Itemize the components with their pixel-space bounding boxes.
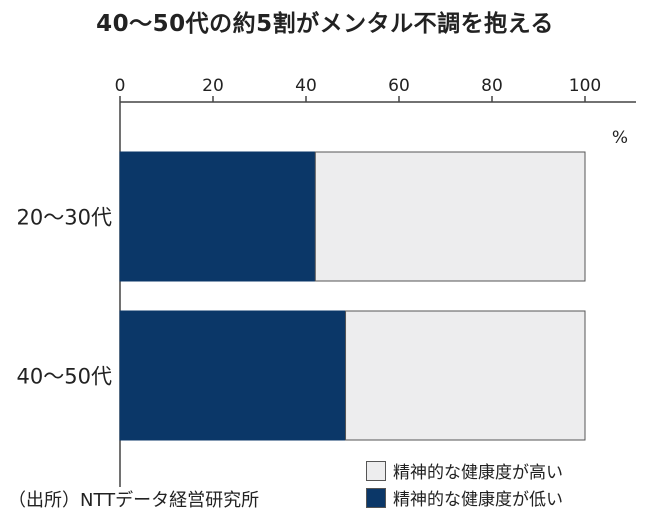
x-tick-label: 100 <box>569 76 601 96</box>
x-tick-label: 40 <box>295 76 317 96</box>
legend: 精神的な健康度が高い 精神的な健康度が低い <box>366 457 563 511</box>
bar-segment-low <box>119 151 316 282</box>
bar-segment-high <box>314 151 586 282</box>
chart-title: 40～50代の約5割がメンタル不調を抱える <box>96 11 554 37</box>
legend-swatch-low <box>366 487 386 508</box>
legend-item-high: 精神的な健康度が高い <box>366 457 563 484</box>
legend-item-low: 精神的な健康度が低い <box>366 484 563 511</box>
x-tick-label: 60 <box>388 76 410 96</box>
x-tick-label: 80 <box>481 76 503 96</box>
bar-segment-low <box>119 310 347 441</box>
legend-swatch-high <box>366 460 386 481</box>
legend-label-low: 精神的な健康度が低い <box>393 490 563 510</box>
x-tick-label: 0 <box>115 76 126 96</box>
x-tick-label: 20 <box>202 76 224 96</box>
legend-label-high: 精神的な健康度が高い <box>393 463 563 483</box>
x-unit-label: % <box>612 128 628 148</box>
source-note: （出所）NTTデータ経営研究所 <box>8 490 260 511</box>
category-label: 40～50代 <box>17 365 112 389</box>
category-label: 20～30代 <box>17 206 112 230</box>
bar-segment-high <box>345 310 586 441</box>
